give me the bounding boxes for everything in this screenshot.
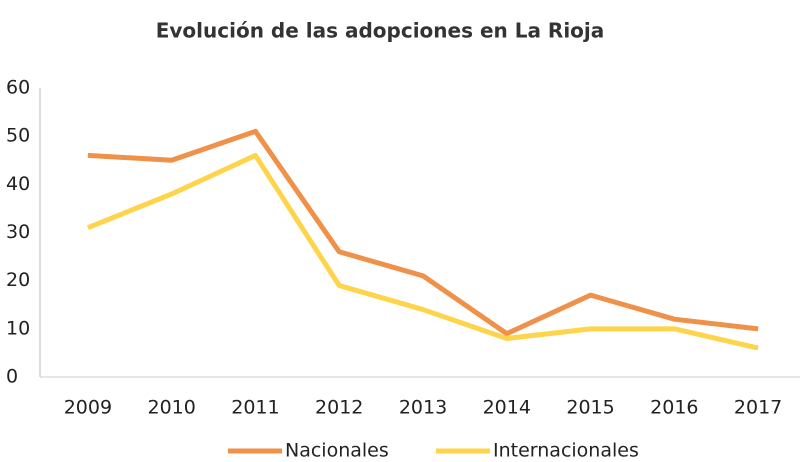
y-tick-label: 0 [6,366,18,388]
x-tick-label: 2009 [64,397,112,419]
y-tick-label: 50 [6,125,30,147]
legend-label: Internacionales [493,440,639,462]
y-tick-label: 20 [6,269,30,291]
y-tick-label: 30 [6,221,30,243]
y-tick-label: 10 [6,317,30,339]
x-tick-label: 2013 [399,397,447,419]
x-tick-label: 2010 [147,397,195,419]
chart-title: Evolución de las adopciones en La Rioja [156,19,605,43]
x-tick-label: 2017 [734,397,782,419]
series-line [86,152,759,351]
x-tick-label: 2014 [483,397,531,419]
x-tick-label: 2015 [566,397,614,419]
series-line [87,128,759,337]
x-tick-label: 2012 [315,397,363,419]
y-tick-label: 60 [6,77,30,99]
x-tick-label: 2011 [231,397,279,419]
y-tick-label: 40 [6,173,30,195]
x-tick-label: 2016 [650,397,698,419]
legend-label: Nacionales [285,440,389,462]
